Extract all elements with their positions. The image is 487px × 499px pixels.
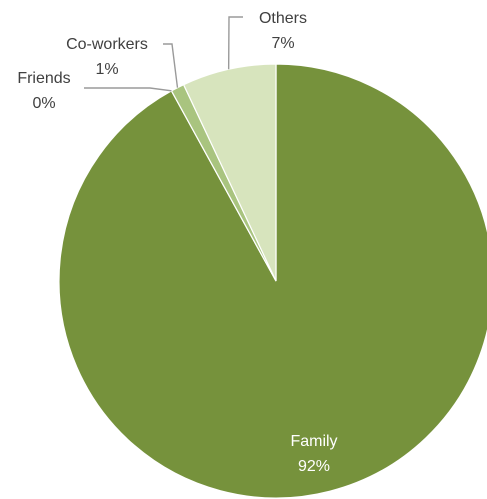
label-coworkers-name: Co-workers <box>66 36 148 53</box>
slice-family <box>58 63 487 499</box>
leader-line-others <box>227 16 243 70</box>
label-friends-value: 0% <box>32 95 55 112</box>
label-family-name: Family <box>290 433 337 450</box>
label-others-name: Others <box>259 10 307 27</box>
label-family-value: 92% <box>298 458 330 475</box>
label-friends-name: Friends <box>17 70 70 87</box>
leader-line-coworkers <box>163 43 179 88</box>
label-coworkers-value: 1% <box>95 61 118 78</box>
label-others-value: 7% <box>271 35 294 52</box>
leader-lines <box>84 16 243 92</box>
pie-slices <box>58 63 487 499</box>
leader-line-friends <box>84 87 172 92</box>
